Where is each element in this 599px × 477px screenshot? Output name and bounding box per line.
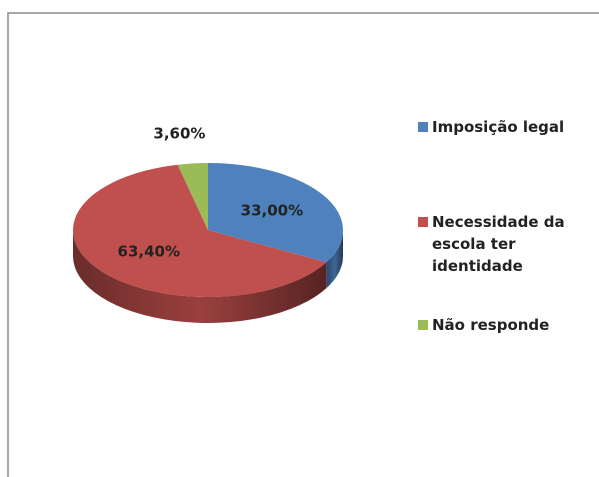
legend-swatch xyxy=(418,122,428,132)
data-label: 33,00% xyxy=(241,202,303,220)
legend-label: Imposição legal xyxy=(432,118,565,136)
legend-item: Imposição legal xyxy=(418,116,578,138)
data-label: 3,60% xyxy=(153,125,205,143)
slice xyxy=(72,164,327,297)
legend-item: Necessidade da escola ter identidade xyxy=(418,211,578,277)
slice xyxy=(177,163,208,230)
slice xyxy=(208,163,343,263)
chart-frame xyxy=(7,12,599,477)
slice-side xyxy=(73,230,327,323)
legend-swatch xyxy=(418,217,428,227)
legend-swatch xyxy=(418,320,428,330)
legend-item: Não responde xyxy=(418,314,578,336)
slice-side xyxy=(326,230,343,289)
legend-label: Não responde xyxy=(432,316,550,334)
legend-label: Necessidade da escola ter identidade xyxy=(432,213,565,275)
data-label: 63,40% xyxy=(118,243,180,261)
